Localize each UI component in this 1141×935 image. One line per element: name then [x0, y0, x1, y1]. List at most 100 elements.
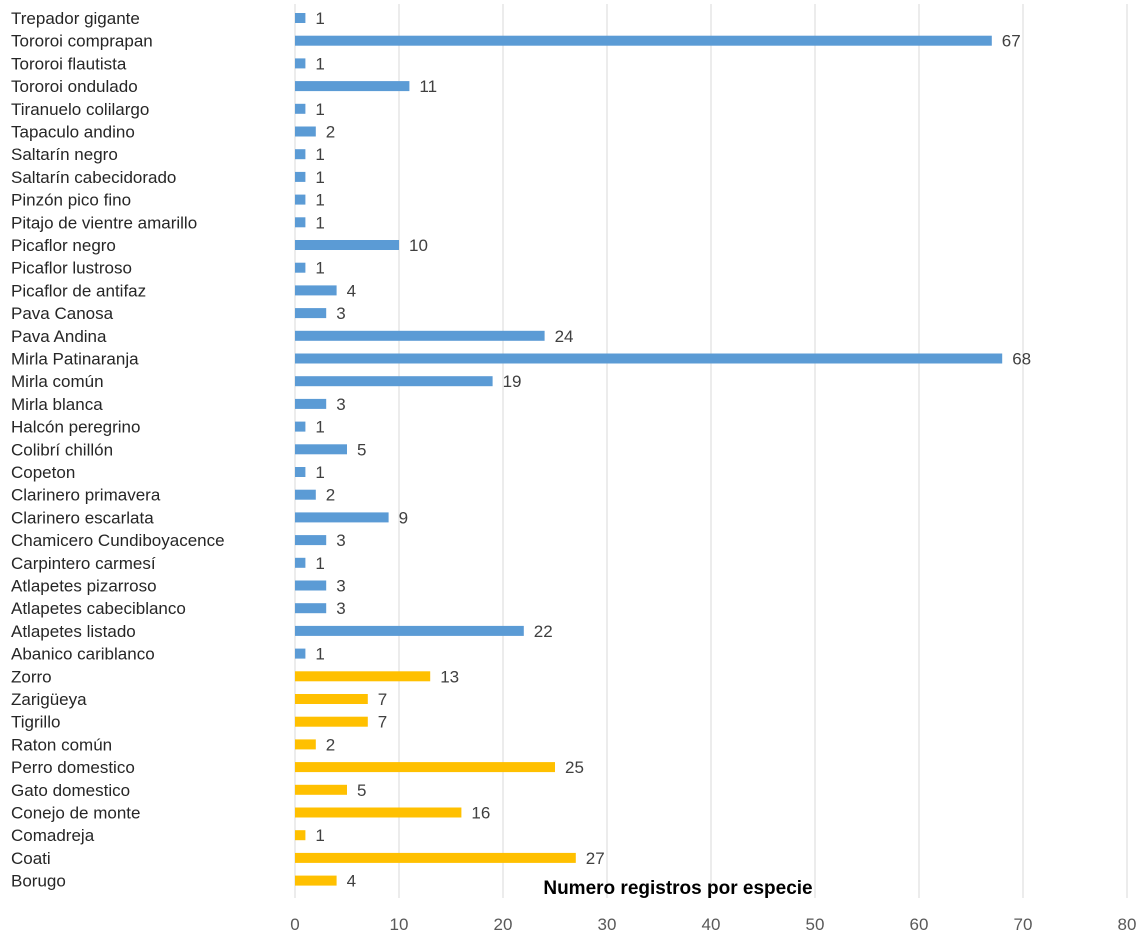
x-tick-label: 50 [806, 915, 825, 934]
x-tick-label: 30 [598, 915, 617, 934]
data-label: 10 [409, 236, 428, 255]
bar [295, 739, 316, 749]
category-labels: Trepador gigante Tororoi comprapan Tororoi… [11, 9, 225, 891]
bar [295, 354, 1002, 364]
category-label: Saltarín negro [11, 145, 118, 164]
category-label: Pava Andina [11, 327, 107, 346]
data-label: 3 [336, 395, 345, 414]
data-label: 13 [440, 667, 459, 686]
data-label: 67 [1002, 32, 1021, 51]
category-label: Copeton [11, 463, 75, 482]
data-label: 1 [315, 168, 324, 187]
category-label: Comadreja [11, 826, 95, 845]
bar [295, 581, 326, 591]
bar [295, 512, 389, 522]
bar [295, 490, 316, 500]
data-label: 2 [326, 486, 335, 505]
data-label: 7 [378, 713, 387, 732]
data-label: 3 [336, 304, 345, 323]
bar [295, 36, 992, 46]
category-label: Halcón peregrino [11, 418, 140, 437]
data-label: 1 [315, 213, 324, 232]
category-label: Picaflor de antifaz [11, 281, 146, 300]
bar [295, 127, 316, 137]
x-tick-label: 10 [390, 915, 409, 934]
category-label: Trepador gigante [11, 9, 140, 28]
category-label: Tororoi ondulado [11, 77, 138, 96]
data-label: 3 [336, 577, 345, 596]
category-label: Pava Canosa [11, 304, 114, 323]
data-label: 3 [336, 599, 345, 618]
data-label: 27 [586, 849, 605, 868]
bar [295, 195, 305, 205]
bar [295, 217, 305, 227]
bar [295, 285, 337, 295]
bar [295, 308, 326, 318]
bar [295, 149, 305, 159]
data-label: 5 [357, 440, 366, 459]
category-label: Atlapetes cabeciblanco [11, 599, 186, 618]
category-label: Tigrillo [11, 713, 60, 732]
bar [295, 376, 493, 386]
category-label: Abanico cariblanco [11, 645, 155, 664]
data-label: 7 [378, 690, 387, 709]
data-label: 68 [1012, 350, 1031, 369]
data-label: 1 [315, 100, 324, 119]
bar [295, 830, 305, 840]
category-label: Gato domestico [11, 781, 130, 800]
category-label: Borugo [11, 872, 66, 891]
category-label: Raton común [11, 735, 112, 754]
x-axis-title: Numero registros por especie [543, 878, 812, 899]
data-label: 3 [336, 531, 345, 550]
category-label: Pitajo de vientre amarillo [11, 213, 197, 232]
bar [295, 785, 347, 795]
category-label: Carpintero carmesí [11, 554, 156, 573]
bar [295, 13, 305, 23]
bar [295, 263, 305, 273]
category-label: Conejo de monte [11, 804, 140, 823]
data-label: 2 [326, 123, 335, 142]
x-axis-ticks: 0 10 20 30 40 50 60 70 80 [290, 915, 1136, 934]
category-label: Mirla común [11, 372, 104, 391]
bar [295, 444, 347, 454]
category-label: Colibrí chillón [11, 440, 113, 459]
x-tick-label: 70 [1014, 915, 1033, 934]
category-label: Picaflor lustroso [11, 259, 132, 278]
data-label: 9 [399, 508, 408, 527]
category-label: Clarinero escarlata [11, 508, 154, 527]
category-label: Atlapetes pizarroso [11, 577, 157, 596]
bar [295, 58, 305, 68]
bar [295, 694, 368, 704]
data-label: 1 [315, 54, 324, 73]
x-tick-label: 40 [702, 915, 721, 934]
category-label: Atlapetes listado [11, 622, 136, 641]
data-label: 22 [534, 622, 553, 641]
category-label: Coati [11, 849, 51, 868]
category-label: Pinzón pico fino [11, 191, 131, 210]
bars [295, 13, 1002, 886]
data-label: 1 [315, 9, 324, 28]
bar [295, 81, 409, 91]
data-labels: 1671111211111014324681931512931332211377… [315, 9, 1031, 891]
data-label: 1 [315, 418, 324, 437]
data-label: 1 [315, 826, 324, 845]
data-label: 11 [419, 77, 437, 96]
x-tick-label: 80 [1118, 915, 1137, 934]
data-label: 1 [315, 145, 324, 164]
category-label: Perro domestico [11, 758, 135, 777]
data-label: 1 [315, 191, 324, 210]
data-label: 4 [347, 872, 356, 891]
bar [295, 399, 326, 409]
bar [295, 331, 545, 341]
category-label: Chamicero Cundiboyacence [11, 531, 225, 550]
bar [295, 853, 576, 863]
category-label: Tiranuelo colilargo [11, 100, 149, 119]
bar [295, 172, 305, 182]
category-label: Picaflor negro [11, 236, 116, 255]
bar [295, 762, 555, 772]
bar [295, 671, 430, 681]
bar [295, 717, 368, 727]
bar [295, 104, 305, 114]
x-tick-label: 60 [910, 915, 929, 934]
